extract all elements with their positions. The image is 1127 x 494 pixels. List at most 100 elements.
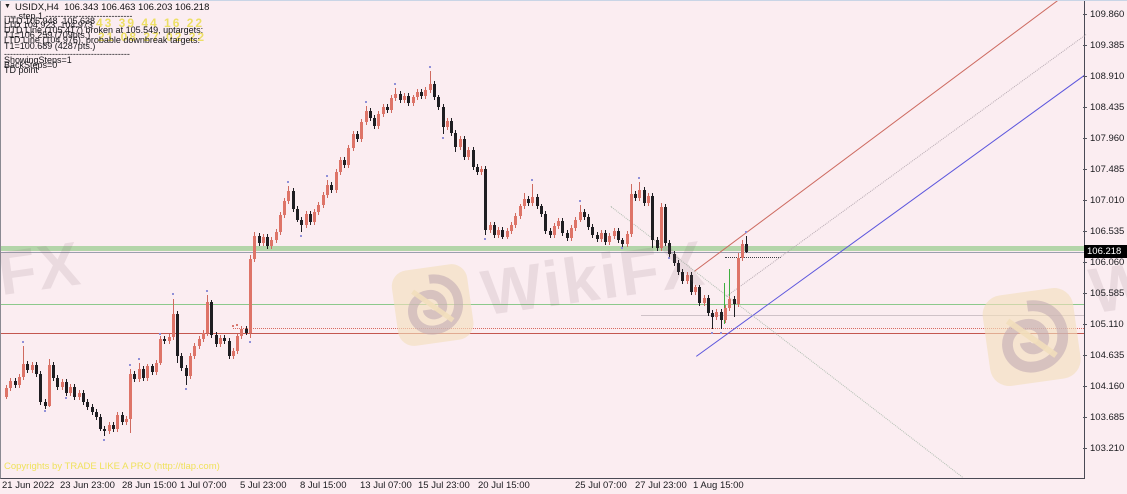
candle-body xyxy=(120,414,124,422)
candle-body xyxy=(60,382,64,387)
time-axis[interactable]: 21 Jun 2022 23 Jun 23:00 28 Jun 15:00 1 Jul… xyxy=(0,479,1083,494)
indicator-line: BackSteps=0 xyxy=(4,59,58,70)
candle-body xyxy=(711,312,715,318)
candle-body xyxy=(428,84,432,90)
candle-body xyxy=(240,328,244,337)
indicator-line: LTD Line (104.976), probable downbreak t… xyxy=(4,35,200,45)
price-axis-tick xyxy=(1083,168,1087,170)
indicator-line: TD point xyxy=(4,64,39,75)
candle-body xyxy=(223,337,227,341)
candle-body xyxy=(197,339,201,347)
time-axis-label: 23 Jun 23:00 xyxy=(60,480,115,491)
candle-body xyxy=(30,365,34,371)
indicator-line: UTD Line (105.417) broken at 105.549, up… xyxy=(4,24,204,35)
candle-body xyxy=(390,98,394,110)
candle-body xyxy=(625,233,629,244)
candle-body xyxy=(471,150,475,168)
candle-body xyxy=(565,232,569,238)
price-axis-tick xyxy=(1083,293,1087,295)
price-axis-label: 105.585 xyxy=(1090,288,1125,300)
candle-body xyxy=(394,94,398,99)
candle-body xyxy=(736,258,740,305)
candle-body xyxy=(210,302,214,336)
candle-wick xyxy=(429,70,431,93)
time-axis-label: 5 Jul 23:00 xyxy=(240,480,287,491)
chart-plot-area[interactable]: iFX WikiFX WikiFX 43 39 44 16 22 21 08 2… xyxy=(0,1,1127,479)
candle-body xyxy=(133,373,137,379)
horizontal-level-line xyxy=(1,303,1084,305)
time-axis-label: 1 Aug 15:00 xyxy=(693,480,744,491)
price-axis-tick xyxy=(1083,417,1087,419)
candle-body xyxy=(445,120,449,128)
target-band xyxy=(1,246,1084,252)
candle-body xyxy=(689,275,693,293)
indicator-line: ---- step 1 ----------------------------… xyxy=(4,11,133,21)
price-axis-label: 109.860 xyxy=(1090,8,1125,20)
price-axis-label: 107.960 xyxy=(1090,132,1125,144)
candle-body xyxy=(535,196,539,207)
candle-body xyxy=(415,92,419,98)
candle-body xyxy=(651,196,655,240)
time-axis-label: 13 Jul 07:00 xyxy=(360,480,412,491)
price-axis-tick xyxy=(1083,324,1087,326)
td-point-dot xyxy=(300,234,303,237)
candle-body xyxy=(497,230,501,236)
candle-body xyxy=(569,228,573,238)
candle-body xyxy=(685,275,689,281)
td-point-dot xyxy=(129,364,132,367)
indicator-line: UTD 105.948 105.638 xyxy=(4,15,96,26)
candle-body xyxy=(90,406,94,413)
candle-body xyxy=(82,392,86,403)
candle-body xyxy=(634,194,638,198)
candle-body xyxy=(531,196,535,203)
price-axis-tick xyxy=(1083,75,1087,77)
candle-body xyxy=(146,366,150,378)
candle-body xyxy=(552,226,556,236)
price-axis-label: 106.535 xyxy=(1090,225,1125,237)
candle-body xyxy=(219,337,222,344)
candle-body xyxy=(385,106,389,110)
candle-wick xyxy=(23,346,25,380)
td-point-dot xyxy=(43,409,46,412)
candle-body xyxy=(599,232,603,240)
candle-body xyxy=(351,134,355,148)
candle-body xyxy=(561,220,565,233)
td-point-dot xyxy=(206,290,209,293)
candle-body xyxy=(64,382,68,393)
candle-body xyxy=(39,374,43,402)
candle-body xyxy=(296,209,300,220)
price-axis-tick xyxy=(1083,13,1087,15)
candle-body xyxy=(304,214,308,225)
candle-body xyxy=(13,380,17,385)
indicator-line: LTD 104.923 104.973 xyxy=(4,20,93,30)
candle-body xyxy=(527,198,531,203)
horizontal-level-line xyxy=(725,257,781,259)
candle-body xyxy=(642,190,646,203)
price-axis-tick xyxy=(1083,199,1087,201)
candle-wick xyxy=(532,184,534,206)
candle-body xyxy=(86,402,90,407)
price-axis[interactable]: 109.860 109.385 108.910 108.435 107.960 107.4… xyxy=(1083,1,1127,478)
candle-body xyxy=(94,412,98,417)
candle-body xyxy=(291,190,295,210)
price-axis-tick xyxy=(1083,44,1087,46)
candle-body xyxy=(475,167,479,172)
candle-body xyxy=(99,416,103,429)
td-point-dot xyxy=(22,340,25,343)
time-axis-label: 8 Jul 15:00 xyxy=(300,480,347,491)
candle-body xyxy=(441,106,445,128)
td-point-dot xyxy=(364,101,367,103)
candle-body xyxy=(420,92,424,97)
price-axis-label: 107.485 xyxy=(1090,163,1125,175)
symbol-dropdown-icon[interactable]: ▼ xyxy=(4,3,11,10)
candle-body xyxy=(150,366,154,373)
candle-body xyxy=(129,373,133,419)
candle-body xyxy=(582,211,586,217)
candle-body xyxy=(381,106,385,114)
td-point-dot xyxy=(231,324,234,327)
td-point-dot xyxy=(326,174,328,177)
candle-body xyxy=(355,134,359,140)
candle-body xyxy=(437,97,441,107)
candle-body xyxy=(702,297,706,304)
td-point-dot xyxy=(287,181,290,184)
